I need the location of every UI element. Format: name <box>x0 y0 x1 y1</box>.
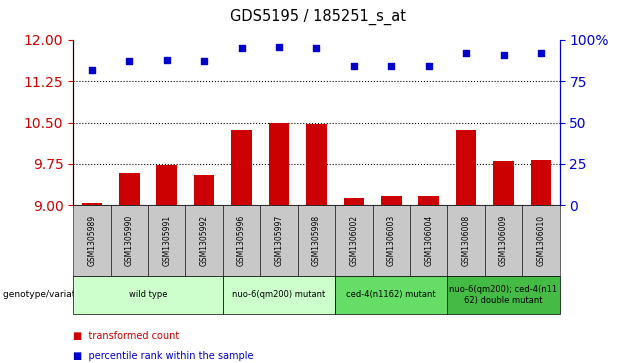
Text: GSM1306002: GSM1306002 <box>349 215 358 266</box>
Text: wild type: wild type <box>128 290 167 299</box>
Bar <box>194 175 214 205</box>
Point <box>499 52 509 58</box>
Bar <box>156 165 177 205</box>
Text: GSM1306010: GSM1306010 <box>537 215 546 266</box>
Text: GSM1305991: GSM1305991 <box>162 215 171 266</box>
Text: GSM1306009: GSM1306009 <box>499 215 508 266</box>
Text: ced-4(n1162) mutant: ced-4(n1162) mutant <box>347 290 436 299</box>
Text: GSM1305989: GSM1305989 <box>87 215 96 266</box>
Bar <box>268 123 289 205</box>
Bar <box>381 196 401 205</box>
Point <box>536 50 546 56</box>
Text: GSM1305992: GSM1305992 <box>200 215 209 266</box>
Point <box>461 50 471 56</box>
Bar <box>530 160 551 205</box>
Text: ■  percentile rank within the sample: ■ percentile rank within the sample <box>73 351 254 361</box>
Text: GSM1305990: GSM1305990 <box>125 215 134 266</box>
Point <box>349 64 359 69</box>
Bar <box>494 161 514 205</box>
Text: GSM1305997: GSM1305997 <box>275 215 284 266</box>
Point <box>162 57 172 63</box>
Bar <box>306 124 327 205</box>
Text: nuo-6(qm200) mutant: nuo-6(qm200) mutant <box>232 290 326 299</box>
Point <box>386 64 396 69</box>
Text: GDS5195 / 185251_s_at: GDS5195 / 185251_s_at <box>230 9 406 25</box>
Bar <box>418 196 439 205</box>
Text: GSM1306008: GSM1306008 <box>462 215 471 266</box>
Text: GSM1305998: GSM1305998 <box>312 215 321 266</box>
Point <box>124 58 134 64</box>
Bar <box>119 173 139 205</box>
Bar <box>343 198 364 205</box>
Point <box>86 67 97 73</box>
Text: genotype/variation  ▶: genotype/variation ▶ <box>3 290 102 299</box>
Point <box>199 58 209 64</box>
Point <box>312 45 321 51</box>
Point <box>274 44 284 49</box>
Point <box>237 45 247 51</box>
Point <box>424 64 434 69</box>
Bar <box>232 130 252 205</box>
Text: nuo-6(qm200); ced-4(n11
62) double mutant: nuo-6(qm200); ced-4(n11 62) double mutan… <box>450 285 558 305</box>
Bar <box>81 203 102 205</box>
Bar <box>456 130 476 205</box>
Text: ■  transformed count: ■ transformed count <box>73 331 179 341</box>
Text: GSM1305996: GSM1305996 <box>237 215 246 266</box>
Text: GSM1306003: GSM1306003 <box>387 215 396 266</box>
Text: GSM1306004: GSM1306004 <box>424 215 433 266</box>
